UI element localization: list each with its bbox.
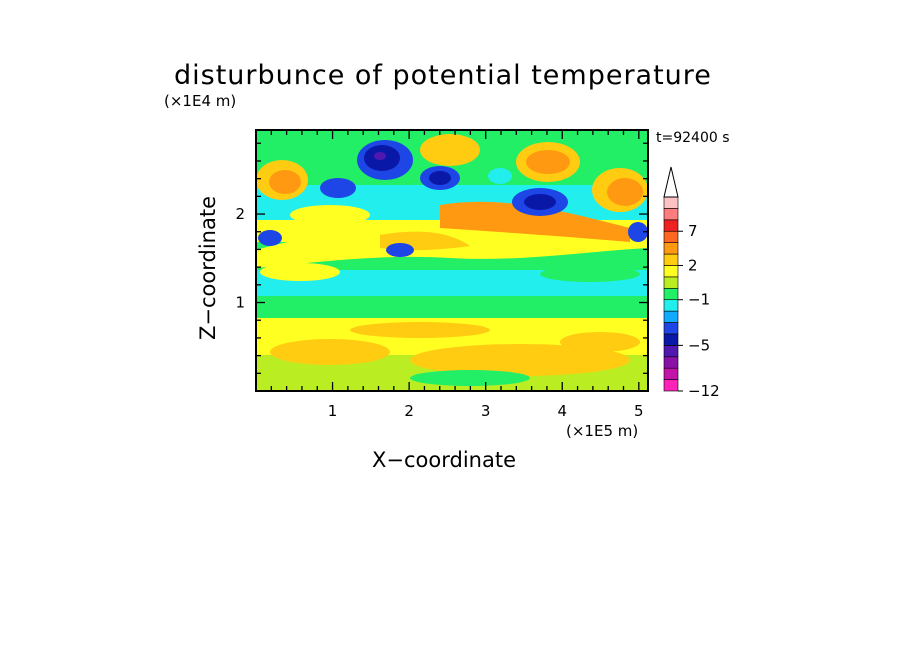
- colorbar-swatch: [663, 379, 679, 392]
- colorbar-swatch: [663, 333, 679, 346]
- colorbar-extend-arrow: [663, 166, 679, 198]
- colorbar: −12−5−127: [663, 166, 720, 400]
- contour-region: [628, 222, 648, 242]
- contour-region: [270, 339, 390, 365]
- colorbar-swatch: [663, 287, 679, 301]
- x-tick-label: 5: [634, 402, 644, 420]
- chart-title: disturbunce of potential temperature: [174, 60, 712, 91]
- contour-region: [410, 344, 630, 376]
- colorbar-swatch: [663, 356, 679, 369]
- x-axis-label: X−coordinate: [372, 448, 516, 472]
- x-axis-unit: (×1E5 m): [566, 422, 639, 440]
- contour-region: [269, 170, 301, 194]
- x-tick-label: 3: [481, 402, 491, 420]
- contour-region: [488, 168, 512, 184]
- contour-region: [540, 266, 640, 282]
- colorbar-swatch: [663, 196, 679, 209]
- contour-region: [260, 263, 340, 281]
- colorbar-swatch: [663, 253, 679, 266]
- x-tick-label: 4: [557, 402, 567, 420]
- contour-region: [320, 178, 356, 198]
- contour-region: [374, 152, 386, 160]
- colorbar-label: −5: [688, 336, 710, 354]
- contour-region: [607, 178, 643, 206]
- x-tick-label: 1: [328, 402, 338, 420]
- y-tick-label: 2: [235, 205, 245, 223]
- contour-region: [410, 370, 530, 386]
- colorbar-swatch: [663, 230, 679, 243]
- colorbar-swatch: [663, 219, 679, 232]
- contour-region: [429, 171, 451, 185]
- plot-frame: [255, 129, 649, 392]
- x-tick-label: 2: [404, 402, 414, 420]
- contour-region: [440, 201, 630, 242]
- colorbar-swatch: [663, 276, 679, 289]
- colorbar-swatch: [663, 265, 679, 278]
- contour-region: [290, 205, 370, 225]
- y-axis-unit: (×1E4 m): [164, 92, 237, 110]
- colorbar-swatch: [663, 310, 679, 323]
- colorbar-swatch: [663, 322, 679, 335]
- contour-region: [526, 150, 570, 174]
- colorbar-swatch: [663, 242, 679, 255]
- time-label: t=92400 s: [656, 130, 730, 146]
- contour-region: [350, 322, 490, 338]
- colorbar-swatch: [663, 367, 679, 380]
- contour-region: [256, 296, 648, 318]
- colorbar-swatch: [663, 208, 679, 221]
- contour-field: [256, 130, 648, 391]
- colorbar-swatch: [663, 345, 679, 358]
- colorbar-label: 7: [688, 222, 698, 240]
- colorbar-label: −1: [688, 291, 710, 309]
- colorbar-label: 2: [688, 256, 698, 274]
- contour-region: [560, 332, 640, 352]
- contour-region: [258, 230, 282, 246]
- y-tick-label: 1: [235, 294, 245, 312]
- colorbar-label: −12: [688, 382, 720, 400]
- x-axis-ticks: 1 2 3 4 5: [270, 130, 644, 420]
- colorbar-swatch: [663, 299, 679, 312]
- y-axis-ticks: 12: [235, 142, 648, 374]
- contour-region: [524, 194, 556, 210]
- contour-region: [386, 243, 414, 257]
- contour-region: [420, 134, 480, 166]
